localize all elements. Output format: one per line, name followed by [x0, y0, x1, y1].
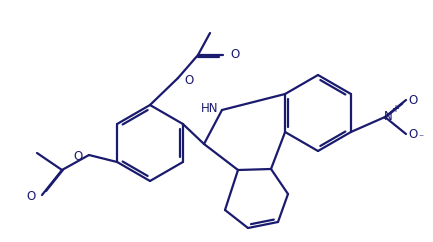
Text: N: N [384, 111, 392, 123]
Text: ⁻: ⁻ [418, 133, 423, 143]
Text: O: O [230, 48, 239, 61]
Text: O: O [408, 128, 417, 141]
Text: O: O [408, 93, 417, 106]
Text: HN: HN [200, 101, 218, 114]
Text: O: O [27, 190, 36, 204]
Text: +: + [391, 104, 399, 114]
Text: O: O [184, 74, 193, 86]
Text: O: O [74, 151, 83, 164]
